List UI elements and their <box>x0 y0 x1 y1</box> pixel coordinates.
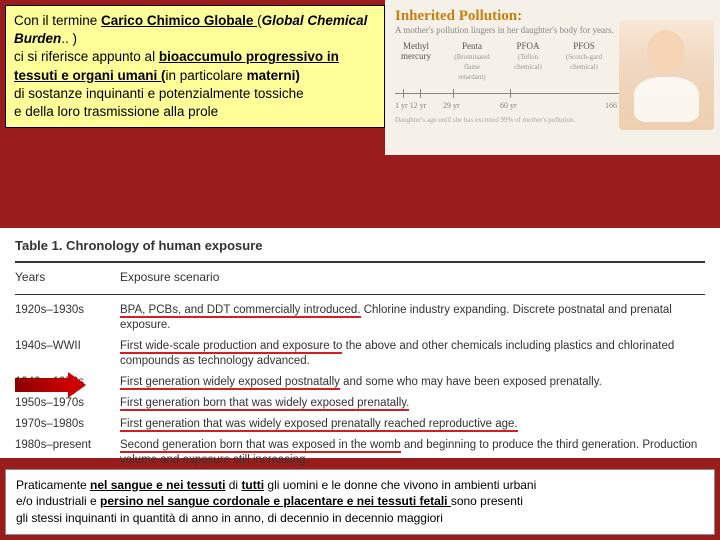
table-row: 1940s–WWIIFirst wide-scale production an… <box>15 336 705 372</box>
scenario-cell: First generation widely exposed postnata… <box>120 372 705 393</box>
year-cell: 1920s–1930s <box>15 300 120 336</box>
text: gli uomini e le donne che vivono in ambi… <box>264 478 536 492</box>
year-label: 1 yr 12 yr <box>395 101 426 110</box>
chem-name: Penta <box>462 41 482 51</box>
col-years: Years <box>15 267 120 289</box>
timeline-caption: Daughter's age until she has excreted 99… <box>395 116 575 124</box>
chemical-labels: Methyl mercury Penta (Brominated flame re… <box>395 41 605 81</box>
text: sono presenti <box>451 494 523 508</box>
definition-box: Con il termine Carico Chimico Globale (G… <box>5 5 385 128</box>
scenario-cell: First generation born that was widely ex… <box>120 393 705 414</box>
year-cell: 1980s–present <box>15 435 120 471</box>
emphasis: materni) <box>247 68 300 83</box>
mother-baby-photo <box>619 20 714 130</box>
chem-name: PFOA <box>516 41 539 51</box>
scenario-cell: First generation that was widely exposed… <box>120 414 705 435</box>
text: ci si riferisce appunto al <box>14 49 159 64</box>
chronology-table-panel: Table 1. Chronology of human exposure Ye… <box>0 228 720 458</box>
emphasis-arrow <box>15 378 70 392</box>
table-row: 1970s–1980sFirst generation that was wid… <box>15 414 705 435</box>
text: e della loro trasmissione alla prole <box>14 104 218 119</box>
scenario-cell: BPA, PCBs, and DDT commercially introduc… <box>120 300 705 336</box>
tick <box>420 89 421 98</box>
text: and some who may have been exposed prena… <box>340 376 602 388</box>
divider <box>15 294 705 295</box>
text: e/o industriali e <box>16 494 100 508</box>
chem-name: PFOS <box>573 41 595 51</box>
highlighted-text: First generation that was widely exposed… <box>120 418 518 432</box>
table-row: 1950s–1970sFirst generation born that wa… <box>15 393 705 414</box>
chronology-table: Years Exposure scenario 1920s–1930sBPA, … <box>15 267 705 470</box>
highlighted-text: First wide-scale production and exposure… <box>120 340 342 354</box>
text: di sostanze inquinanti e potenzialmente … <box>14 86 304 101</box>
highlighted-text: First generation born that was widely ex… <box>120 397 409 411</box>
tick <box>453 89 454 98</box>
year-label: 29 yr <box>443 101 460 110</box>
text: in particolare <box>166 68 247 83</box>
col-scenario: Exposure scenario <box>120 267 705 289</box>
divider <box>15 261 705 263</box>
highlighted-text: BPA, PCBs, and DDT commercially introduc… <box>120 304 361 318</box>
conclusion-box: Praticamente nel sangue e nei tessuti di… <box>5 469 715 535</box>
scenario-cell: Second generation born that was exposed … <box>120 435 705 471</box>
chem-sub: (Brominated flame retardant) <box>454 53 489 81</box>
text: Praticamente <box>16 478 90 492</box>
table-row: 1920s–1930sBPA, PCBs, and DDT commercial… <box>15 300 705 336</box>
chem-sub: (Scotch-gard chemical) <box>566 53 602 71</box>
year-cell: 1940s–WWII <box>15 336 120 372</box>
top-section: Con il termine Carico Chimico Globale (G… <box>0 0 720 225</box>
table-header-row: Years Exposure scenario <box>15 267 705 289</box>
emphasis: persino nel sangue cordonale e placentar… <box>100 494 451 508</box>
scenario-cell: First wide-scale production and exposure… <box>120 336 705 372</box>
emphasis: tutti <box>241 478 264 492</box>
text: di <box>225 478 241 492</box>
table-row: 1980s–presentSecond generation born that… <box>15 435 705 471</box>
table-row: 1940s–1950sFirst generation widely expos… <box>15 372 705 393</box>
year-cell: 1970s–1980s <box>15 414 120 435</box>
highlighted-text: Second generation born that was exposed … <box>120 439 401 453</box>
tick <box>510 89 511 98</box>
text: Con il termine <box>14 13 101 28</box>
chem-sub: (Teflon chemical) <box>514 53 542 71</box>
term: Carico Chimico Globale <box>101 13 257 28</box>
highlighted-text: First generation widely exposed postnata… <box>120 376 340 390</box>
year-label: 60 yr <box>500 101 517 110</box>
chem-name: Methyl mercury <box>401 41 431 61</box>
text: gli stessi inquinanti in quantità di ann… <box>16 511 443 525</box>
table-title: Table 1. Chronology of human exposure <box>15 238 705 253</box>
inherited-pollution-panel: Inherited Pollution: A mother's pollutio… <box>385 0 720 155</box>
tick <box>403 89 404 98</box>
emphasis: nel sangue e nei tessuti <box>90 478 225 492</box>
text: .. ) <box>61 31 77 46</box>
